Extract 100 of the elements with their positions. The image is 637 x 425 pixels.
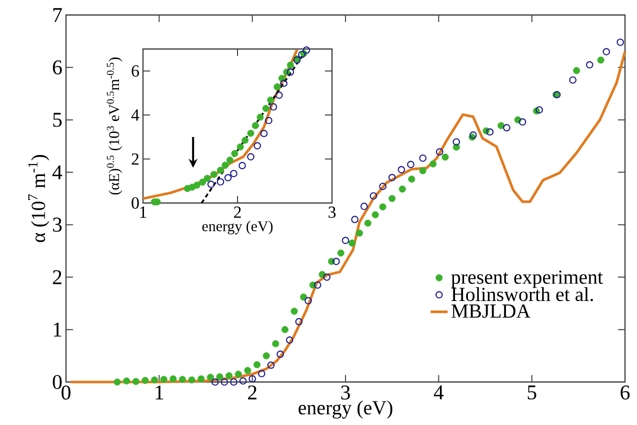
y-tick-label: 6: [52, 60, 62, 74]
point: [216, 178, 224, 186]
point: [262, 352, 270, 360]
point: [206, 374, 214, 381]
y-tick-label: 1: [54, 322, 62, 336]
point: [204, 174, 211, 182]
legend-label: Holinsworth et al.: [451, 287, 593, 302]
point: [248, 375, 256, 383]
point: [226, 372, 233, 380]
line-series: [69, 50, 626, 384]
point: [207, 180, 215, 188]
x-axis-title: energy (eV): [202, 220, 273, 234]
point: [442, 154, 449, 161]
point: [188, 376, 196, 384]
point: [364, 220, 372, 227]
point: [230, 170, 238, 178]
point: [398, 186, 406, 193]
point: [272, 340, 280, 348]
point: [337, 250, 344, 257]
point: [498, 122, 505, 130]
point: [398, 166, 406, 174]
point: [436, 148, 444, 156]
point: [274, 83, 281, 90]
point: [360, 202, 368, 210]
x-tick-label: 2: [248, 386, 256, 400]
point: [419, 167, 426, 174]
point: [242, 136, 249, 144]
point: [281, 326, 288, 334]
x-tick-label: 3: [328, 206, 336, 218]
point: [452, 138, 460, 146]
x-tick-label: 4: [434, 386, 444, 400]
point: [379, 203, 386, 210]
y-tick-label: 0: [132, 197, 139, 209]
y-tick-label: 6: [132, 65, 139, 77]
point: [348, 240, 356, 247]
y-tick-label: 2: [52, 270, 62, 284]
point: [616, 38, 624, 46]
point: [302, 46, 310, 54]
text: (αE)$^{0.5}$ (10$^{3}$ eV$^{0.5}$m$^{-0.5}$): [106, 58, 122, 194]
y-tick-label: 3: [53, 218, 62, 232]
point: [239, 377, 247, 385]
point: [267, 96, 274, 104]
point: [123, 377, 130, 384]
point: [193, 182, 200, 189]
point: [286, 68, 294, 76]
point: [210, 170, 218, 178]
point: [230, 378, 238, 386]
point: [280, 80, 288, 88]
point: [170, 375, 177, 382]
point: [231, 150, 238, 157]
point: [372, 211, 379, 218]
point: [388, 174, 396, 182]
point: [199, 178, 206, 186]
legend-label: present experiment: [451, 270, 603, 288]
point: [216, 166, 224, 174]
point: [323, 273, 331, 281]
point: [270, 103, 278, 111]
point: [236, 143, 244, 150]
y-tick-label: 4: [131, 109, 140, 121]
point: [356, 230, 363, 237]
y-tick-label: 2: [132, 153, 139, 165]
point: [586, 61, 594, 68]
point: [262, 104, 270, 112]
point: [247, 130, 254, 137]
point: [597, 56, 604, 64]
point: [332, 258, 340, 266]
x-tick-label: 3: [341, 386, 350, 400]
point: [244, 366, 252, 374]
x-tick-label: 1: [140, 206, 146, 218]
point: [260, 130, 268, 138]
legend-label: MBJLDA: [451, 304, 530, 318]
point: [252, 122, 259, 130]
point: [114, 378, 121, 386]
point: [370, 192, 378, 200]
point: [300, 294, 308, 301]
point: [518, 118, 526, 126]
point: [290, 308, 298, 315]
point: [216, 373, 224, 380]
point: [247, 153, 254, 160]
point: [503, 124, 510, 132]
point: [295, 318, 303, 326]
y-tick-label: 5: [53, 112, 62, 127]
point: [256, 114, 264, 121]
point: [602, 48, 610, 56]
x-tick-label: 5: [528, 386, 536, 400]
point: [211, 378, 219, 386]
point: [407, 160, 414, 168]
point: [234, 370, 242, 378]
y-tick-label: 7: [53, 8, 62, 22]
point: [314, 281, 322, 289]
point: [151, 376, 158, 384]
y-tick-label: 0: [52, 374, 62, 390]
point: [569, 76, 577, 84]
point: [419, 154, 427, 162]
point: [238, 162, 246, 170]
x-tick-label: 1: [156, 386, 164, 400]
point: [220, 378, 228, 386]
point: [469, 131, 477, 139]
point: [342, 236, 350, 244]
point: [304, 297, 312, 304]
